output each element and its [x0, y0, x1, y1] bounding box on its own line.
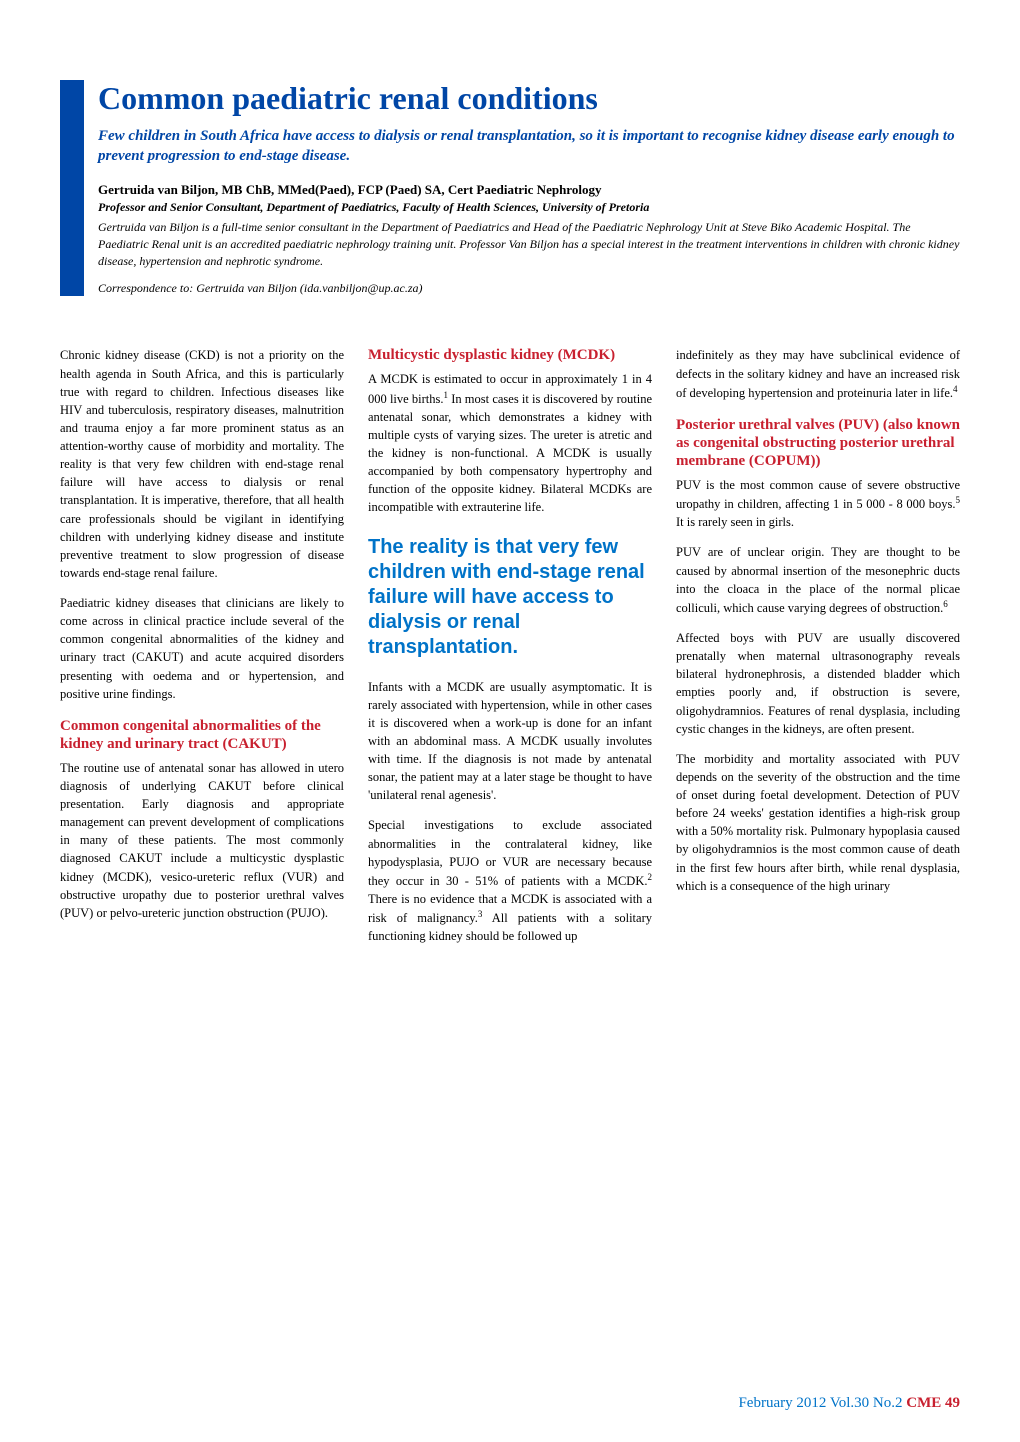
section-heading: Common congenital abnormalities of the k…: [60, 717, 344, 753]
reference-marker: 5: [956, 495, 961, 505]
reference-marker: 2: [648, 872, 653, 882]
subtitle: Few children in South Africa have access…: [98, 127, 960, 166]
correspondence: Correspondence to: Gertruida van Biljon …: [98, 281, 960, 296]
text-span: Special investigations to exclude associ…: [368, 818, 652, 888]
text-span: PUV are of unclear origin. They are thou…: [676, 545, 960, 615]
footer-page: 49: [945, 1395, 960, 1411]
body-columns: Chronic kidney disease (CKD) is not a pr…: [60, 346, 960, 957]
body-paragraph: The morbidity and mortality associated w…: [676, 750, 960, 895]
body-paragraph: Infants with a MCDK are usually asymptom…: [368, 678, 652, 805]
title-content: Common paediatric renal conditions Few c…: [98, 80, 960, 296]
reference-marker: 4: [953, 384, 958, 394]
body-paragraph: PUV is the most common cause of severe o…: [676, 476, 960, 532]
footer-date: February 2012 Vol.30 No.2: [738, 1395, 902, 1411]
page-footer: February 2012 Vol.30 No.2 CME 49: [738, 1395, 960, 1412]
text-span: PUV is the most common cause of severe o…: [676, 478, 960, 511]
page-title: Common paediatric renal conditions: [98, 80, 960, 117]
text-span: In most cases it is discovered by routin…: [368, 392, 652, 515]
body-paragraph: indefinitely as they may have subclinica…: [676, 346, 960, 402]
header-block: Common paediatric renal conditions Few c…: [60, 80, 960, 296]
reference-marker: 6: [943, 599, 948, 609]
column-2: Multicystic dysplastic kidney (MCDK) A M…: [368, 346, 652, 957]
body-paragraph: Special investigations to exclude associ…: [368, 816, 652, 945]
pullquote: The reality is that very few children wi…: [368, 535, 652, 660]
section-heading: Multicystic dysplastic kidney (MCDK): [368, 346, 652, 364]
author-position: Professor and Senior Consultant, Departm…: [98, 200, 960, 215]
column-3: indefinitely as they may have subclinica…: [676, 346, 960, 957]
body-paragraph: The routine use of antenatal sonar has a…: [60, 759, 344, 922]
body-paragraph: Paediatric kidney diseases that clinicia…: [60, 594, 344, 703]
column-1: Chronic kidney disease (CKD) is not a pr…: [60, 346, 344, 957]
body-paragraph: A MCDK is estimated to occur in approxim…: [368, 370, 652, 516]
body-paragraph: PUV are of unclear origin. They are thou…: [676, 543, 960, 617]
body-paragraph: Chronic kidney disease (CKD) is not a pr…: [60, 346, 344, 582]
section-heading: Posterior urethral valves (PUV) (also kn…: [676, 416, 960, 470]
text-span: indefinitely as they may have subclinica…: [676, 348, 960, 399]
author-name: Gertruida van Biljon, MB ChB, MMed(Paed)…: [98, 182, 960, 198]
body-paragraph: Affected boys with PUV are usually disco…: [676, 629, 960, 738]
text-span: It is rarely seen in girls.: [676, 515, 794, 529]
author-bio: Gertruida van Biljon is a full-time seni…: [98, 219, 960, 269]
accent-bar: [60, 80, 84, 296]
footer-cme: CME: [906, 1395, 941, 1411]
